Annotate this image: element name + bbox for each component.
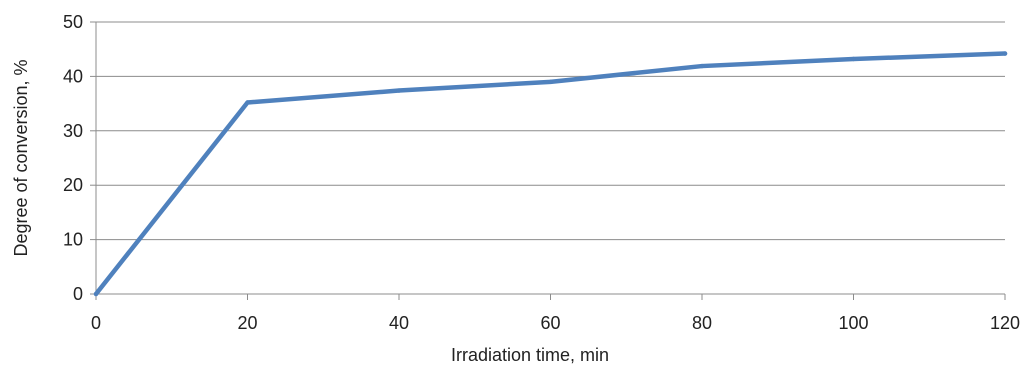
y-axis-title: Degree of conversion, % — [11, 59, 31, 256]
data-point — [699, 63, 705, 69]
x-tick-label: 120 — [990, 313, 1020, 333]
y-tick-label: 30 — [63, 121, 83, 141]
x-tick-label: 20 — [237, 313, 257, 333]
data-point — [396, 88, 402, 93]
data-point — [93, 291, 99, 297]
x-tick-label: 60 — [540, 313, 560, 333]
data-point — [245, 100, 250, 105]
y-tick-label: 0 — [73, 284, 83, 304]
x-tick-label: 100 — [838, 313, 868, 333]
data-point — [851, 56, 856, 62]
x-tick-label: 40 — [389, 313, 409, 333]
x-tick-label: 0 — [91, 313, 101, 333]
x-tick-label: 80 — [692, 313, 712, 333]
y-tick-label: 40 — [63, 66, 83, 86]
data-point — [548, 79, 553, 85]
y-tick-label: 20 — [63, 175, 83, 195]
tick-labels: 0 10 20 30 40 50 0 20 40 60 80 100 120 — [63, 12, 1020, 333]
y-tick-label: 50 — [63, 12, 83, 32]
x-axis-title: Irradiation time, min — [451, 345, 609, 365]
gridlines — [96, 21, 1005, 241]
y-tick-label: 10 — [63, 230, 83, 250]
data-point — [1002, 51, 1008, 56]
series-line-0 — [93, 51, 1008, 297]
series-group — [93, 51, 1008, 297]
axes — [90, 21, 1006, 300]
